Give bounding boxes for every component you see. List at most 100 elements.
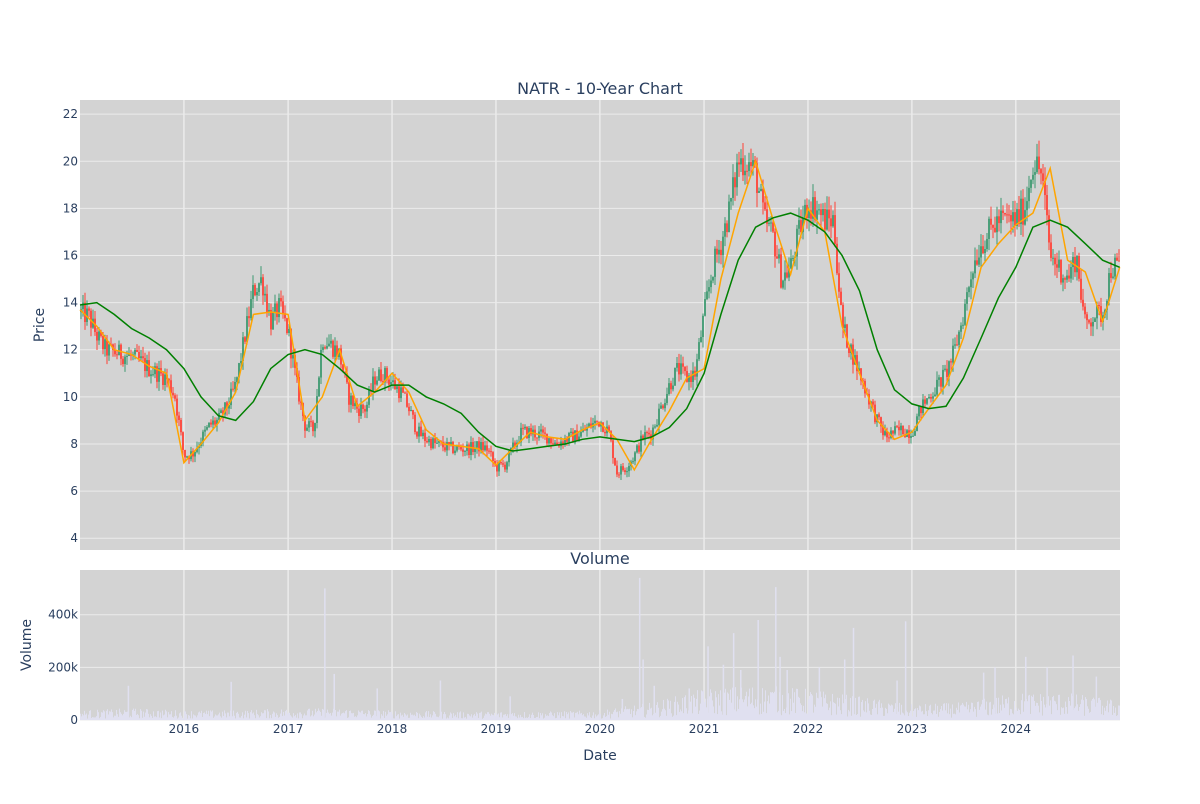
candle-body (944, 368, 946, 370)
volume-bar (1113, 705, 1114, 720)
volume-bar (346, 710, 347, 720)
candle-body (184, 449, 186, 458)
volume-bar (470, 716, 471, 720)
volume-bar (179, 713, 180, 720)
volume-bar (155, 716, 156, 720)
volume-bar (999, 713, 1000, 720)
candle-body (730, 197, 732, 202)
candle-body (572, 431, 574, 443)
volume-bar (1017, 710, 1018, 720)
volume-bar (1051, 714, 1052, 720)
volume-bar (362, 710, 363, 720)
candle-body (770, 222, 772, 224)
candle-body (812, 197, 814, 219)
price-y-tick-label: 18 (63, 201, 78, 215)
candle-body (300, 401, 302, 403)
candle-body (514, 442, 516, 447)
volume-bar (104, 711, 105, 720)
volume-bar (993, 704, 994, 720)
volume-bar (893, 711, 894, 720)
volume-bar (512, 713, 513, 720)
volume-bar (466, 718, 467, 720)
volume-bar (463, 712, 464, 720)
candle-body (808, 210, 810, 219)
volume-bar (998, 697, 999, 720)
volume-bar (574, 717, 575, 720)
candle-body (494, 461, 496, 464)
volume-bar (99, 718, 100, 720)
candle-body (268, 309, 270, 313)
volume-bar (176, 715, 177, 720)
candle-body (508, 451, 510, 463)
candle-body (668, 383, 670, 394)
volume-bar (691, 695, 692, 720)
volume-bar (406, 715, 407, 720)
candle-body (412, 410, 414, 415)
volume-bar (475, 715, 476, 720)
candle-body (608, 426, 610, 432)
candle-body (442, 441, 444, 448)
volume-bar (879, 699, 880, 720)
candle-body (1014, 212, 1016, 226)
candle-body (942, 369, 944, 387)
volume-bar (644, 716, 645, 720)
volume-bar (931, 712, 932, 720)
volume-bar (240, 717, 241, 720)
volume-bar (1058, 694, 1059, 720)
candle-body (614, 458, 616, 466)
volume-bar (848, 709, 849, 720)
candle-body (322, 347, 324, 350)
candle-body (380, 369, 382, 381)
candle-body (820, 209, 822, 216)
volume-bar (952, 704, 953, 720)
candle-body (926, 398, 928, 404)
volume-bar (878, 701, 879, 720)
candle-body (590, 423, 592, 428)
candle-body (274, 303, 276, 312)
candle-body (588, 423, 590, 428)
volume-bar (233, 710, 234, 720)
candle-body (934, 394, 936, 397)
candle-body (760, 188, 762, 192)
volume-bar (929, 705, 930, 720)
volume-bar (1092, 699, 1093, 720)
volume-bar (1044, 704, 1045, 720)
candle-body (128, 353, 130, 356)
candle-body (490, 451, 492, 453)
volume-bar (608, 714, 609, 720)
volume-bar (756, 706, 757, 720)
volume-bar (554, 713, 555, 720)
volume-bar (648, 710, 649, 720)
volume-bar (867, 698, 868, 720)
volume-bar (873, 700, 874, 720)
candle-body (982, 246, 984, 254)
volume-bar (253, 712, 254, 720)
volume-bar (845, 699, 846, 720)
volume-bar (615, 708, 616, 720)
candle-body (636, 445, 638, 453)
candle-body (174, 395, 176, 399)
candle-body (222, 410, 224, 415)
volume-bar (747, 706, 748, 720)
volume-bar (294, 716, 295, 720)
volume-bar (205, 713, 206, 720)
candle-body (162, 373, 164, 385)
candle-body (448, 442, 450, 445)
volume-bar (647, 709, 648, 720)
candle-body (736, 162, 738, 188)
volume-spike-bar (1025, 656, 1027, 720)
candle-body (352, 395, 354, 407)
volume-bar (1112, 714, 1113, 720)
volume-spike-bar (904, 621, 907, 720)
volume-bar (261, 712, 262, 720)
volume-chart-title: Volume (570, 549, 630, 568)
candle-body (1116, 257, 1118, 261)
volume-bar (742, 699, 743, 720)
volume-bar (495, 716, 496, 720)
volume-spike-bar (818, 667, 821, 720)
candle-body (326, 346, 328, 349)
volume-bar (698, 714, 699, 720)
volume-bar (634, 705, 635, 720)
candle-body (888, 437, 890, 439)
